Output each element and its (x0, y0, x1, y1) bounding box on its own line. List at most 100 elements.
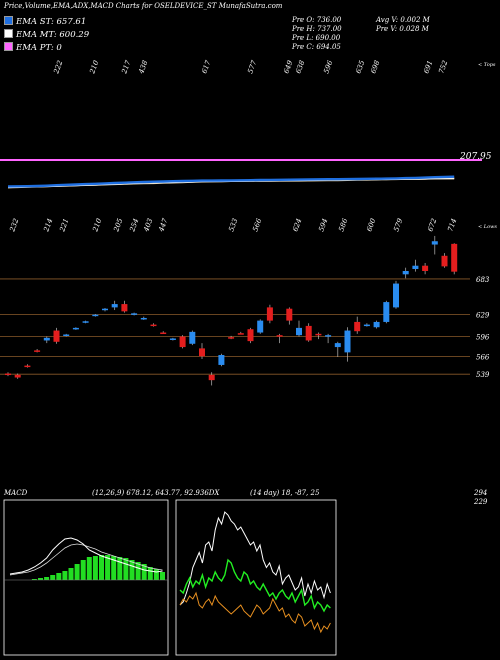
macd-panel (3, 499, 169, 656)
candle-body (5, 373, 11, 376)
top-tick-label: 617 (200, 59, 212, 75)
ema-st-line (7, 175, 455, 188)
candle-body (344, 330, 351, 353)
top-tick-label: 222 (52, 59, 65, 76)
candle-body (63, 334, 70, 337)
bottom-tick-label: 586 (337, 217, 349, 233)
macd-values: (12,26,9) 678.12, 643.77, 92.936DX (92, 489, 220, 497)
top-tick-label: 698 (369, 59, 381, 75)
prev-high: Pre H: 737.00 (292, 25, 342, 33)
price-level-label: 539 (476, 371, 490, 379)
macd-histogram-bar (141, 564, 147, 580)
candle-body (121, 304, 128, 312)
bottom-tick-label: 232 (8, 217, 21, 234)
macd-frame (3, 499, 169, 656)
macd-histogram-bar (38, 578, 43, 580)
top-tick-label: 691 (422, 59, 434, 74)
bottom-tick-labels: 232 214 221 210 205 254 403 447 533 566 624 594 586 6… (8, 217, 458, 234)
top-tick-label: 635 (354, 59, 366, 75)
bottom-tick-label: 205 (112, 217, 125, 234)
bottom-tick-label: 210 (91, 217, 104, 234)
macd-histogram-bar (92, 556, 98, 580)
candle-body (199, 348, 205, 357)
macd-histogram-bar (129, 560, 135, 580)
candle-body (24, 365, 31, 368)
candle-body (14, 374, 21, 378)
bottom-tick-label: 600 (365, 217, 377, 233)
candle-body (82, 321, 89, 323)
macd-histogram-bar (160, 572, 165, 580)
ema-panel (0, 159, 482, 189)
candle-body (315, 333, 322, 336)
macd-histogram-bar (31, 579, 37, 580)
prev-open: Pre O: 736.00 (292, 16, 342, 24)
candle-body (237, 333, 244, 335)
candle-body (422, 265, 429, 271)
macd-right-top: 294 (474, 489, 488, 497)
macd-histogram-bar (111, 556, 117, 580)
adx-plus-di-line (179, 558, 331, 613)
adx-values: (14 day) 18, -87, 25 (250, 489, 320, 497)
macd-histogram-bar (105, 555, 111, 580)
macd-histogram-bar (50, 575, 56, 580)
macd-histogram-bar (56, 573, 62, 580)
macd-histogram-bar (86, 557, 92, 580)
ema-st-legend: EMA ST: 657.61 (4, 16, 86, 27)
candle-body (208, 374, 215, 381)
macd-histogram-bar (44, 577, 50, 580)
tops-label: < Tops (478, 62, 496, 68)
top-tick-labels: 222 210 217 438 617 577 649 638 596 635 698 691 752 (52, 59, 450, 76)
candle-body (266, 307, 273, 321)
macd-line (9, 537, 163, 575)
price-level-label: 566 (476, 353, 490, 361)
bottom-tick-label: 624 (291, 217, 303, 232)
candle-body (228, 337, 235, 339)
candle-body (160, 332, 167, 335)
top-tick-label: 752 (437, 59, 449, 75)
bottom-tick-label: 672 (426, 217, 438, 233)
candle-body (334, 343, 341, 348)
candle-body (34, 350, 41, 352)
candle-body (373, 321, 380, 328)
ema-st-swatch (4, 16, 13, 25)
candlesticks (5, 235, 458, 386)
lows-label: < Lows (478, 224, 497, 230)
ema-pt-legend: EMA PT: 0 (4, 42, 62, 53)
candle-body (72, 327, 79, 330)
bottom-tick-label: 214 (42, 217, 54, 233)
top-tick-label: 649 (282, 59, 294, 75)
bottom-tick-label: 566 (251, 217, 263, 233)
candle-body (325, 335, 332, 337)
bottom-tick-label: 594 (317, 217, 329, 232)
bottom-tick-label: 221 (58, 217, 70, 233)
macd-histogram-bar (74, 564, 80, 580)
candle-body (111, 304, 118, 308)
candle-body (296, 327, 302, 336)
macd-histogram-bar (135, 562, 141, 580)
candle-body (276, 335, 283, 337)
price-level-label: 596 (476, 333, 490, 341)
ema-st-label: EMA ST: 657.61 (16, 17, 87, 27)
macd-histogram-bar (62, 571, 68, 580)
candle-body (92, 314, 99, 317)
bottom-tick-label: 254 (128, 217, 140, 233)
adx-frame (175, 499, 337, 656)
candle-body (169, 338, 176, 340)
candle-body (140, 317, 147, 320)
bottom-tick-label: 714 (446, 217, 458, 232)
candle-body (305, 325, 312, 341)
candle-body (402, 271, 409, 275)
ema-pt-swatch (4, 42, 13, 51)
bottom-tick-label: 579 (392, 217, 404, 233)
candle-body (43, 337, 50, 341)
top-tick-label: 577 (246, 59, 258, 75)
top-tick-label: 438 (137, 59, 150, 76)
candle-body (354, 321, 361, 332)
price-level-label: 683 (476, 276, 490, 284)
macd-histogram-bar (99, 555, 104, 580)
macd-histogram-bar (80, 560, 86, 580)
ema-mt-label: EMA MT: 600.29 (16, 30, 90, 40)
candle-body (218, 355, 225, 365)
candle-body (257, 320, 264, 333)
prev-close: Pre C: 694.05 (292, 43, 341, 51)
